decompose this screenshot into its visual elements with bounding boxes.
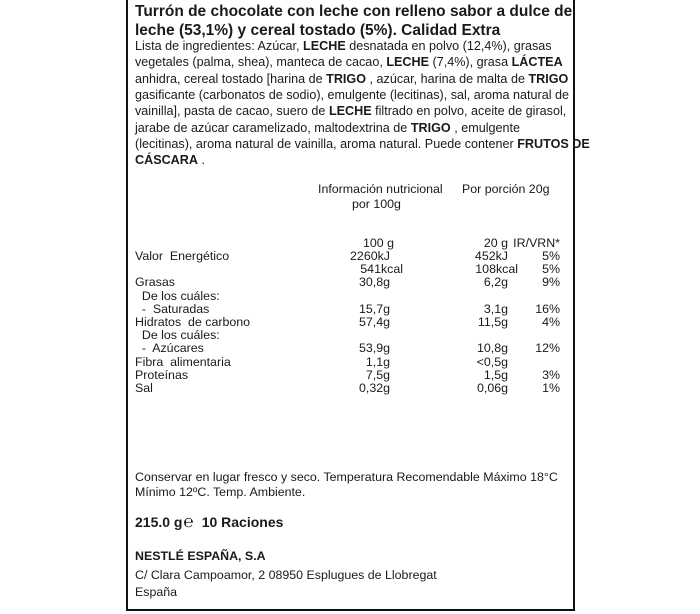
nutrient-label: - Azúcares bbox=[135, 341, 204, 356]
value-per-portion: 11,5g bbox=[477, 315, 508, 329]
product-title-line-1: Turrón de chocolate con leche con rellen… bbox=[135, 3, 573, 20]
storage-line-1: Conservar en lugar fresco y seco. Temper… bbox=[135, 470, 558, 484]
value-per-100g: 57,4g bbox=[358, 315, 390, 329]
nutrition-header-portion: Por porción 20g bbox=[462, 182, 550, 196]
value-per-100g: 7,5g bbox=[365, 367, 390, 382]
nutrient-label: De los cuáles: bbox=[135, 328, 220, 343]
value-per-portion: <0,5g bbox=[476, 354, 508, 369]
allergen-text: FRUTOS DE bbox=[517, 136, 590, 151]
allergen-text: TRIGO bbox=[410, 120, 451, 135]
allergen-text: CÁSCARA bbox=[135, 153, 198, 168]
value-per-100g: 30,8g bbox=[358, 275, 390, 290]
allergen-text: LECHE bbox=[328, 104, 372, 119]
column-20g: 20 g bbox=[483, 236, 508, 250]
company-country: España bbox=[135, 585, 178, 599]
value-per-100g: 1,1g bbox=[365, 354, 390, 369]
ingredient-text: , emulgente bbox=[450, 120, 521, 135]
ingredient-text: . bbox=[197, 153, 205, 168]
value-per-portion: 108kcal bbox=[475, 262, 518, 277]
value-per-portion: 0,06g bbox=[476, 381, 508, 395]
company-address: C/ Clara Campoamor, 2 08950 Esplugues de… bbox=[135, 568, 437, 582]
ingredient-text: vainilla], pasta de cacao, suero de bbox=[135, 104, 329, 119]
nutrition-header-per100: Información nutricional bbox=[318, 182, 443, 196]
value-per-100g: 2260kJ bbox=[350, 249, 390, 263]
value-per-portion: 10,8g bbox=[476, 341, 508, 356]
column-ir-vrn: IR/VRN* bbox=[513, 236, 560, 250]
ingredients-line: anhidra, cereal tostado [harina de TRIGO… bbox=[135, 71, 575, 87]
label-frame bbox=[126, 0, 575, 611]
value-per-100g: 0,32g bbox=[358, 381, 390, 395]
nutrient-label: Valor Energético bbox=[135, 249, 230, 263]
value-ir-vrn: 4% bbox=[542, 315, 560, 329]
ingredient-text: (lecitinas), aroma natural de vainilla, … bbox=[135, 136, 518, 151]
value-ir-vrn: 1% bbox=[542, 381, 560, 395]
allergen-text: TRIGO bbox=[528, 71, 569, 86]
company-name: NESTLÉ ESPAÑA, S.A bbox=[135, 549, 266, 563]
value-per-100g: 15,7g bbox=[358, 301, 390, 316]
value-ir-vrn: 12% bbox=[535, 341, 560, 356]
value-ir-vrn: 16% bbox=[535, 301, 560, 316]
column-100g: 100 g bbox=[363, 236, 395, 250]
net-weight: 215.0 g bbox=[135, 514, 183, 530]
servings: 10 Raciones bbox=[201, 514, 284, 530]
storage-line-2: Mínimo 12ºC. Temp. Ambiente. bbox=[135, 485, 306, 499]
nutrient-label: Grasas bbox=[135, 275, 175, 290]
nutrient-label: Proteínas bbox=[135, 367, 189, 382]
allergen-text: TRIGO bbox=[326, 71, 367, 86]
allergen-text: LECHE bbox=[386, 55, 430, 70]
value-ir-vrn: 3% bbox=[542, 367, 560, 382]
ingredient-text: desnatada en polvo (12,4%), grasas bbox=[345, 39, 552, 53]
nutrient-label: Sal bbox=[135, 381, 153, 395]
nutrient-label: Hidratos de carbono bbox=[135, 315, 251, 329]
ingredient-text: , bbox=[568, 71, 576, 86]
ingredients-line: vainilla], pasta de cacao, suero de LECH… bbox=[135, 103, 566, 119]
ingredients-line: vegetales (palma, shea), manteca de caca… bbox=[135, 54, 563, 70]
allergen-text: LECHE bbox=[303, 39, 346, 53]
nutrient-label: - Saturadas bbox=[135, 301, 210, 316]
ingredients-line: CÁSCARA . bbox=[135, 152, 205, 168]
value-per-portion: 3,1g bbox=[483, 301, 508, 316]
net-weight-line: 215.0 g℮ 10 Raciones bbox=[135, 512, 283, 532]
value-ir-vrn: 5% bbox=[542, 249, 560, 263]
value-per-100g: 541kcal bbox=[360, 262, 403, 277]
allergen-text: LÁCTEA bbox=[511, 55, 563, 70]
ingredient-text: Lista de ingredientes: Azúcar, bbox=[135, 39, 304, 53]
ingredient-text: , azúcar, harina de malta de bbox=[366, 71, 529, 86]
value-per-portion: 452kJ bbox=[474, 249, 508, 263]
ingredient-text: gasificante (carbonatos de sodio), emulg… bbox=[135, 87, 570, 102]
ingredient-text: vegetales (palma, shea), manteca de caca… bbox=[135, 55, 387, 70]
ingredients-line: gasificante (carbonatos de sodio), emulg… bbox=[135, 87, 569, 103]
ingredients-line: Lista de ingredientes: Azúcar, LECHE des… bbox=[135, 38, 552, 54]
product-title-line-2: leche (53,1%) y cereal tostado (5%). Cal… bbox=[135, 22, 501, 39]
ingredient-text: anhidra, cereal tostado [harina de bbox=[135, 71, 327, 86]
nutrition-header-per100-line2: por 100g bbox=[352, 197, 401, 211]
value-ir-vrn: 9% bbox=[542, 275, 560, 290]
ingredient-text: (7,4%), grasa bbox=[429, 55, 512, 70]
value-per-portion: 6,2g bbox=[483, 275, 508, 290]
nutrient-label: De los cuáles: bbox=[135, 288, 220, 303]
value-per-100g: 53,9g bbox=[358, 341, 390, 356]
value-ir-vrn: 5% bbox=[542, 262, 560, 277]
value-per-portion: 1,5g bbox=[483, 367, 508, 382]
ingredient-text: jarabe de azúcar caramelizado, maltodext… bbox=[135, 120, 411, 135]
ingredients-line: (lecitinas), aroma natural de vainilla, … bbox=[135, 136, 590, 152]
estimated-sign-icon: ℮ bbox=[183, 512, 194, 531]
nutrient-label: Fibra alimentaria bbox=[135, 354, 231, 369]
ingredient-text: filtrado en polvo, aceite de girasol, bbox=[371, 104, 567, 119]
ingredients-line: jarabe de azúcar caramelizado, maltodext… bbox=[135, 120, 520, 136]
